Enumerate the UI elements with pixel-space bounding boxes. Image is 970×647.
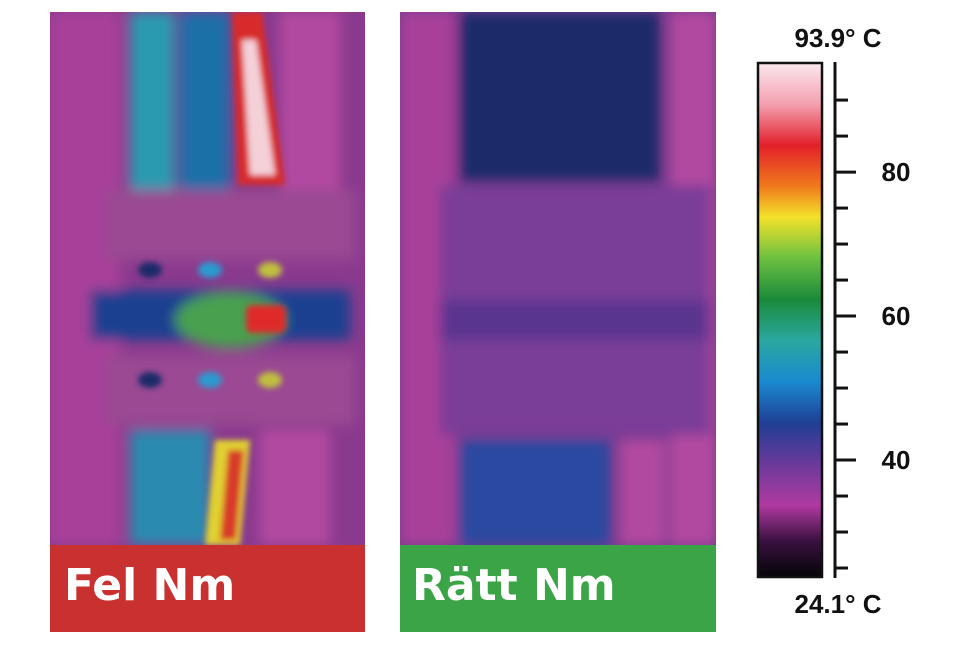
label-bar-correct xyxy=(400,545,716,632)
panel-label: Fel Nm xyxy=(64,560,235,611)
label-bar-wrong xyxy=(50,545,365,632)
tick-label: 60 xyxy=(882,301,911,331)
thermal-image-wrong xyxy=(50,12,365,545)
tick-label: 40 xyxy=(882,445,911,475)
tick-label: 80 xyxy=(882,157,911,187)
color-scale-bar xyxy=(756,61,824,579)
scale-max-label: 93.9° C xyxy=(794,23,881,53)
scale-min-label: 24.1° C xyxy=(794,589,881,619)
scale-ticks: 40 60 80 xyxy=(835,98,911,570)
panel-label: Rätt Nm xyxy=(412,560,616,611)
thermal-image-correct xyxy=(400,12,716,545)
